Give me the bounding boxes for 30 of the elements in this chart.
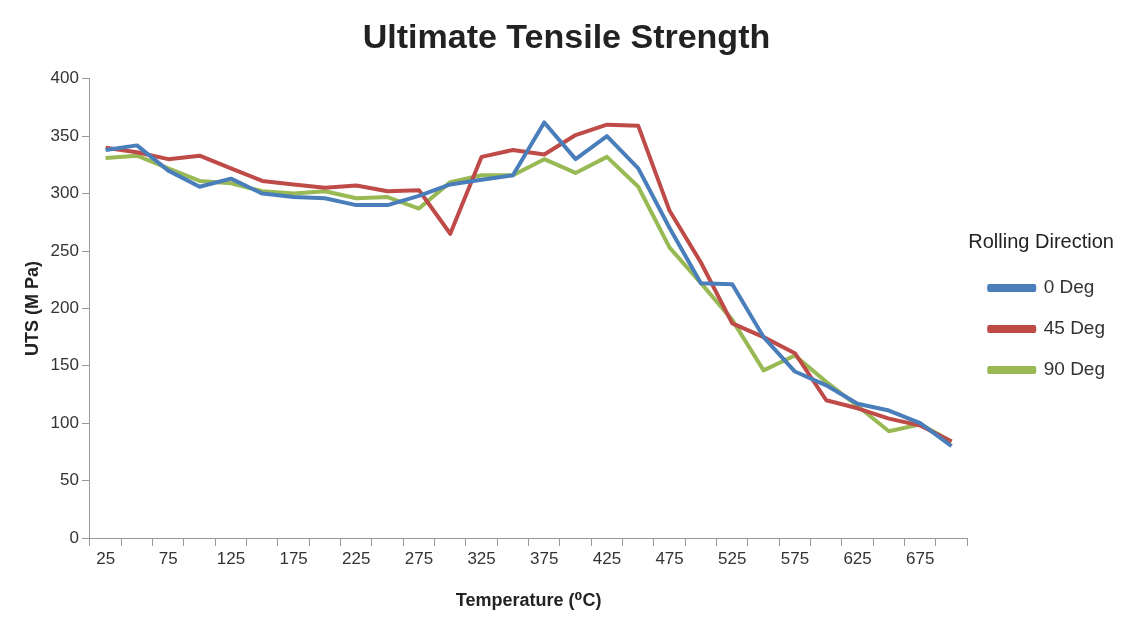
y-axis-title: UTS (M Pa): [21, 260, 42, 356]
legend-title: Rolling Direction: [968, 230, 1114, 253]
x-tick-label: 25: [96, 548, 116, 568]
y-tick-label: 250: [50, 240, 79, 260]
x-tick-label: 675: [906, 548, 935, 568]
x-tick-label: 425: [592, 548, 622, 568]
y-tick-label: 400: [50, 68, 79, 88]
y-tick-label: 350: [50, 125, 79, 145]
x-tick-label: 525: [718, 548, 747, 568]
y-tick-label: 100: [50, 412, 79, 432]
y-tick-label: 300: [50, 183, 79, 203]
y-tick-label: 0: [69, 527, 79, 547]
x-tick-label: 375: [530, 548, 559, 568]
x-tick-label: 175: [279, 548, 308, 568]
y-tick-label: 150: [50, 355, 79, 375]
x-tick-label: 275: [404, 548, 434, 568]
x-tick-label: 125: [216, 548, 246, 568]
x-tick-label: 325: [467, 548, 496, 568]
chart-title: Ultimate Tensile Strength: [362, 16, 771, 55]
x-tick-label: 625: [843, 548, 872, 568]
x-tick-label: 75: [158, 548, 178, 568]
y-tick-label: 200: [50, 298, 79, 318]
x-tick-label: 475: [655, 548, 684, 568]
y-tick-label: 50: [60, 470, 79, 490]
legend-label: 90 Deg: [1043, 358, 1106, 380]
legend-label: 45 Deg: [1043, 317, 1106, 339]
x-tick-label: 575: [780, 548, 810, 568]
legend-label: 0 Deg: [1043, 276, 1095, 298]
x-tick-label: 225: [342, 548, 371, 568]
x-axis-title: Temperature (⁰C): [455, 590, 602, 611]
